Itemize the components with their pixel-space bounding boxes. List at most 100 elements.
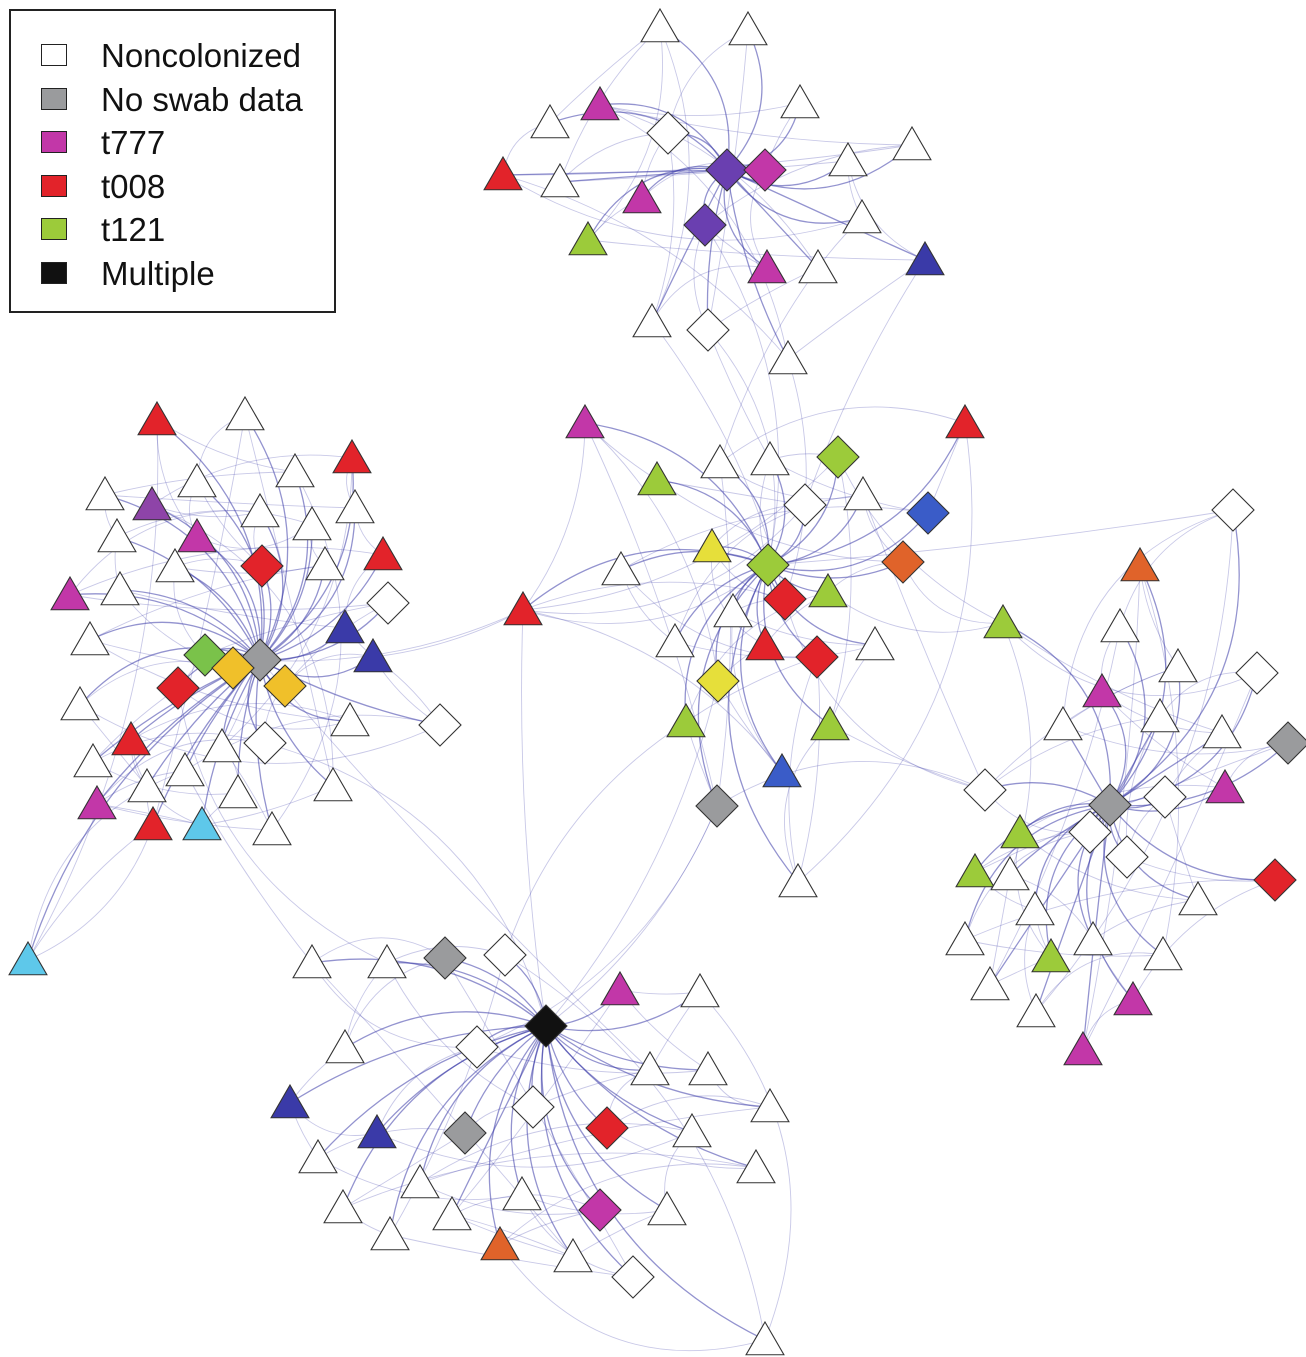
node-diamond-red bbox=[240, 544, 284, 588]
node-diamond-gray bbox=[1266, 721, 1306, 765]
network-edge bbox=[707, 329, 771, 461]
network-edge bbox=[1119, 509, 1234, 628]
network-edge bbox=[726, 29, 763, 171]
node-triangle-red bbox=[363, 535, 403, 571]
network-edge bbox=[27, 824, 154, 961]
node-triangle-white bbox=[945, 920, 985, 956]
network-edge bbox=[317, 1025, 547, 1159]
node-triangle-white bbox=[828, 141, 868, 177]
network-edge bbox=[545, 1025, 757, 1169]
network-edge bbox=[116, 536, 261, 661]
network-edge bbox=[119, 589, 261, 661]
node-diamond-white bbox=[511, 1085, 555, 1129]
network-edge bbox=[989, 626, 1121, 986]
node-triangle-white bbox=[252, 810, 292, 846]
network-edge bbox=[522, 581, 786, 611]
network-edge bbox=[674, 494, 864, 643]
node-triangle-white bbox=[798, 248, 838, 284]
network-edge bbox=[964, 879, 1276, 941]
network-edge bbox=[259, 659, 651, 1071]
network-edge bbox=[522, 504, 806, 615]
network-edge bbox=[342, 1025, 547, 1209]
network-edge bbox=[130, 703, 351, 741]
network-edge bbox=[804, 259, 926, 506]
legend-item-no-swab-data: No swab data bbox=[41, 83, 303, 116]
network-edge bbox=[767, 422, 966, 566]
node-triangle-navy bbox=[357, 1113, 397, 1149]
legend-item-t121: t121 bbox=[41, 213, 165, 246]
node-triangle-white bbox=[432, 1195, 472, 1231]
network-edge bbox=[599, 104, 789, 360]
network-edge bbox=[476, 805, 718, 1048]
node-diamond-white bbox=[455, 1025, 499, 1069]
node-triangle-white bbox=[1073, 920, 1113, 956]
network-edge bbox=[584, 422, 718, 807]
node-triangle-white bbox=[127, 767, 167, 803]
node-triangle-magenta bbox=[1205, 768, 1245, 804]
node-triangle-magenta bbox=[565, 403, 605, 439]
node-diamond-red bbox=[156, 666, 200, 710]
node-triangle-white bbox=[632, 302, 672, 338]
network-edge bbox=[522, 422, 586, 611]
node-diamond-blue bbox=[906, 491, 950, 535]
node-triangle-white bbox=[323, 1188, 363, 1224]
node-diamond-magenta bbox=[743, 148, 787, 192]
node-triangle-white bbox=[97, 517, 137, 553]
network-edge bbox=[311, 962, 574, 1258]
network-edge bbox=[606, 1095, 771, 1129]
node-diamond-yellow bbox=[696, 659, 740, 703]
network-edge bbox=[656, 479, 904, 563]
network-edge bbox=[902, 561, 1004, 624]
node-diamond-red bbox=[1253, 858, 1297, 902]
network-edge bbox=[587, 26, 663, 241]
network-edge bbox=[545, 1025, 651, 1071]
network-edge bbox=[656, 479, 769, 566]
network-edge bbox=[119, 589, 346, 629]
network-edge bbox=[104, 494, 356, 509]
node-triangle-white bbox=[700, 443, 740, 479]
network-edge bbox=[984, 716, 1161, 791]
network-edge bbox=[259, 524, 313, 661]
node-triangle-white bbox=[370, 1215, 410, 1251]
node-diamond-gold bbox=[211, 646, 255, 690]
node-triangle-white bbox=[1140, 697, 1180, 733]
node-triangle-white bbox=[1158, 647, 1198, 683]
node-triangle-red bbox=[945, 403, 985, 439]
node-triangle-white bbox=[713, 592, 753, 628]
node-diamond-gray bbox=[423, 936, 467, 980]
node-triangle-magenta bbox=[50, 575, 90, 611]
network-edge bbox=[476, 1046, 709, 1074]
legend-item-multiple: Multiple bbox=[41, 257, 215, 290]
network-edge bbox=[620, 506, 929, 571]
network-edge bbox=[707, 329, 776, 566]
network-edge bbox=[549, 111, 728, 171]
node-triangle-white bbox=[778, 862, 818, 898]
node-triangle-white bbox=[745, 1320, 785, 1356]
network-edge bbox=[69, 546, 384, 596]
node-triangle-white bbox=[728, 10, 768, 46]
network-edge bbox=[244, 414, 289, 661]
network-edge bbox=[259, 507, 356, 661]
node-triangle-white bbox=[85, 475, 125, 511]
network-edge bbox=[684, 564, 769, 723]
network-edge bbox=[526, 1025, 574, 1258]
network-edge bbox=[559, 160, 849, 183]
node-triangle-white bbox=[768, 339, 808, 375]
node-triangle-red bbox=[111, 720, 151, 756]
node-triangle-white bbox=[750, 1087, 790, 1123]
network-edge bbox=[716, 760, 986, 807]
node-triangle-navy bbox=[905, 240, 945, 276]
network-edge bbox=[599, 104, 819, 269]
node-triangle-white bbox=[647, 1190, 687, 1226]
node-triangle-white bbox=[70, 620, 110, 656]
node-triangle-navy bbox=[270, 1083, 310, 1119]
node-triangle-red bbox=[133, 805, 173, 841]
node-triangle-white bbox=[100, 570, 140, 606]
node-diamond-white bbox=[1211, 488, 1255, 532]
network-nodes bbox=[8, 7, 1306, 1356]
node-triangle-white bbox=[155, 547, 195, 583]
network-edge bbox=[620, 550, 769, 571]
node-diamond-lime bbox=[816, 435, 860, 479]
node-diamond-white bbox=[366, 581, 410, 625]
